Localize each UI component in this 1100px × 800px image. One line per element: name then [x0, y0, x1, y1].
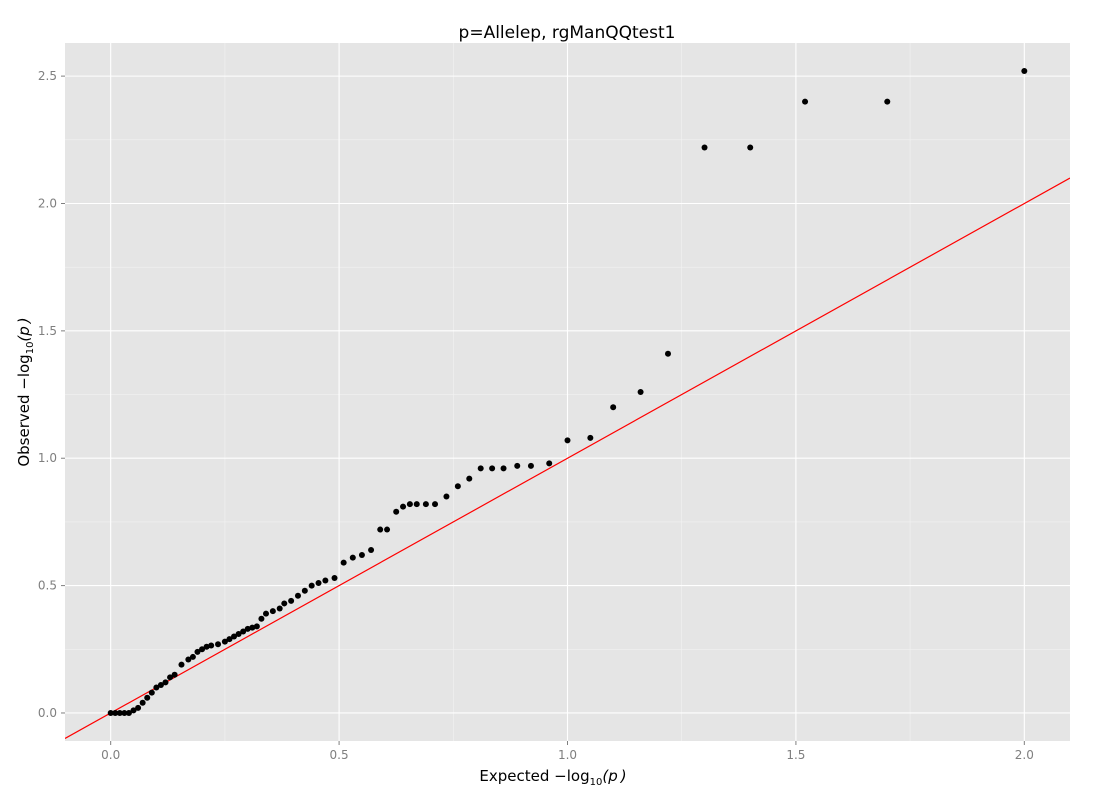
data-point	[185, 656, 192, 663]
data-point	[294, 592, 301, 599]
data-point	[432, 501, 439, 508]
data-point	[747, 144, 754, 151]
data-point	[564, 437, 571, 444]
x-tick-label: 2.0	[1015, 748, 1034, 762]
data-points	[107, 68, 1028, 716]
y-tick-label: 0.5	[38, 579, 57, 593]
data-point	[263, 610, 269, 617]
data-point	[221, 638, 228, 645]
data-point	[701, 144, 708, 151]
data-point	[322, 577, 329, 584]
y-tick-label: 2.5	[38, 69, 57, 83]
data-point	[148, 689, 155, 696]
data-point	[208, 642, 215, 649]
x-tick-label: 0.0	[101, 748, 120, 762]
data-point	[610, 404, 617, 411]
data-point	[121, 709, 128, 716]
data-point	[637, 389, 644, 395]
data-point	[244, 625, 251, 632]
data-point	[665, 350, 671, 357]
data-point	[413, 501, 420, 508]
data-point	[167, 674, 174, 681]
data-point	[130, 707, 137, 714]
data-point	[454, 483, 461, 490]
data-point	[1021, 68, 1028, 75]
data-point	[157, 681, 164, 688]
data-point	[162, 679, 169, 686]
data-point	[199, 646, 206, 653]
data-point	[349, 554, 356, 561]
data-point	[240, 628, 247, 635]
data-point	[231, 633, 238, 640]
data-point	[301, 587, 308, 594]
data-point	[125, 709, 132, 716]
data-point	[276, 605, 283, 612]
x-axis: 0.0 0.5 1.0 1.5 2.0	[101, 741, 1034, 762]
data-point	[144, 694, 151, 701]
data-point	[203, 643, 210, 650]
data-point	[116, 709, 123, 716]
chart-title: p=Allelep, rgManQQtest1	[459, 23, 676, 43]
data-point	[249, 624, 256, 631]
data-point	[315, 580, 322, 587]
y-tick-label: 1.0	[38, 451, 57, 465]
data-point	[368, 546, 375, 553]
data-point	[235, 631, 242, 638]
data-point	[514, 462, 521, 469]
data-point	[139, 699, 146, 706]
data-point	[281, 600, 288, 607]
x-axis-title: Expected −log10(p )	[479, 767, 626, 788]
data-point	[422, 501, 429, 508]
data-point	[377, 526, 384, 533]
data-point	[135, 704, 142, 711]
data-point	[215, 641, 222, 648]
data-point	[107, 709, 114, 716]
y-axis: 0.0 0.5 1.0 1.5 2.0 2.5	[38, 69, 65, 720]
grid-lines	[65, 43, 1070, 741]
data-point	[384, 526, 391, 533]
data-point	[194, 648, 201, 655]
reference-line	[65, 177, 1070, 739]
data-point	[253, 623, 260, 630]
data-point	[393, 508, 400, 515]
data-point	[400, 503, 407, 510]
data-point	[112, 709, 119, 716]
data-point	[466, 475, 473, 482]
data-point	[477, 465, 484, 472]
data-point	[527, 462, 534, 469]
y-tick-label: 2.0	[38, 196, 57, 210]
data-point	[288, 597, 295, 604]
data-point	[489, 465, 496, 472]
data-point	[178, 661, 185, 668]
data-point	[546, 460, 553, 467]
data-point	[802, 98, 809, 105]
data-point	[226, 636, 233, 643]
data-point	[443, 493, 450, 500]
data-point	[587, 434, 594, 441]
data-point	[258, 615, 265, 622]
data-point	[153, 684, 160, 691]
data-point	[171, 671, 178, 678]
y-tick-label: 1.5	[38, 324, 57, 338]
data-point	[189, 653, 196, 660]
data-point	[884, 98, 891, 105]
data-point	[308, 582, 315, 589]
data-point	[500, 465, 507, 472]
data-point	[406, 501, 413, 508]
y-tick-label: 0.0	[38, 706, 57, 720]
data-point	[358, 552, 365, 559]
x-tick-label: 0.5	[330, 748, 349, 762]
y-axis-title: Observed −log10(p )	[15, 317, 36, 466]
x-tick-label: 1.0	[558, 748, 577, 762]
data-point	[269, 608, 276, 615]
data-point	[331, 574, 338, 581]
data-point	[340, 559, 347, 566]
x-tick-label: 1.5	[786, 748, 805, 762]
